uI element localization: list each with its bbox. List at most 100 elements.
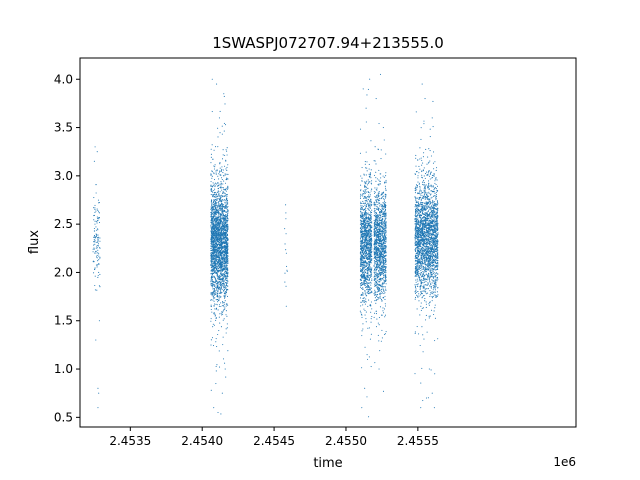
data-point — [211, 171, 213, 173]
data-point — [224, 368, 226, 370]
data-point — [383, 286, 385, 288]
data-point — [97, 276, 99, 279]
data-point — [384, 187, 387, 189]
data-point — [363, 293, 365, 295]
data-point — [361, 258, 363, 260]
data-point — [370, 250, 372, 252]
data-point — [385, 221, 387, 223]
data-point — [210, 215, 212, 217]
data-point — [210, 219, 212, 221]
data-point — [373, 174, 376, 176]
data-point — [367, 208, 369, 210]
data-point — [226, 234, 229, 236]
data-point — [226, 166, 228, 168]
data-point — [360, 216, 362, 219]
data-point — [365, 205, 367, 207]
data-point — [212, 230, 214, 232]
data-point — [210, 264, 212, 267]
data-point — [223, 284, 226, 286]
data-point — [224, 189, 227, 191]
data-point — [217, 146, 219, 148]
data-point — [215, 299, 217, 301]
data-point — [381, 288, 383, 290]
data-point — [218, 236, 220, 238]
data-point — [379, 295, 381, 297]
data-point — [366, 264, 368, 266]
data-point — [215, 268, 217, 270]
data-point — [215, 216, 217, 218]
data-point — [214, 186, 216, 188]
data-point — [363, 174, 365, 176]
data-point — [366, 258, 368, 260]
data-point — [226, 279, 228, 281]
data-point — [96, 216, 98, 218]
data-point — [383, 213, 385, 215]
data-point — [212, 222, 214, 224]
data-point — [224, 257, 226, 259]
data-point — [381, 192, 383, 194]
data-point — [363, 308, 365, 310]
data-point — [211, 337, 214, 339]
data-point — [214, 188, 216, 190]
data-point — [210, 225, 212, 227]
data-point — [215, 235, 217, 237]
data-point — [220, 305, 222, 308]
data-point — [364, 161, 366, 163]
data-point — [225, 187, 227, 189]
data-point — [213, 269, 215, 271]
data-point — [360, 226, 362, 228]
data-point — [380, 198, 382, 200]
data-point — [210, 153, 212, 155]
data-point — [218, 226, 220, 228]
data-point — [370, 271, 372, 274]
data-point — [215, 280, 217, 282]
data-point — [226, 271, 228, 273]
data-point — [213, 165, 215, 167]
data-point — [221, 239, 223, 241]
data-point — [217, 270, 219, 272]
data-point — [384, 267, 386, 269]
data-point — [384, 223, 386, 225]
data-point — [222, 195, 224, 197]
data-point — [223, 217, 225, 219]
data-point — [360, 239, 362, 241]
data-point — [223, 192, 225, 194]
data-point — [365, 257, 367, 259]
data-point — [369, 201, 371, 203]
data-point — [383, 211, 385, 213]
data-point — [210, 344, 212, 346]
data-point — [212, 207, 214, 210]
data-point — [226, 276, 228, 278]
data-point — [227, 267, 229, 269]
data-point — [217, 267, 219, 269]
data-point — [221, 218, 223, 220]
data-point — [210, 232, 212, 234]
data-point — [366, 161, 368, 163]
data-point — [381, 337, 383, 339]
data-point — [214, 282, 216, 284]
data-point — [213, 303, 216, 305]
data-point — [216, 266, 218, 268]
data-point — [365, 227, 367, 229]
data-point — [360, 175, 362, 177]
data-point — [380, 246, 382, 248]
data-point — [213, 262, 215, 265]
data-point — [227, 164, 229, 166]
data-point — [217, 217, 220, 219]
data-point — [227, 210, 229, 212]
data-point — [374, 291, 376, 293]
data-point — [217, 237, 219, 239]
data-point — [369, 247, 371, 250]
data-point — [369, 235, 371, 237]
data-point — [213, 200, 215, 202]
data-point — [213, 205, 216, 207]
data-point — [224, 238, 226, 240]
data-point — [375, 326, 378, 328]
data-point — [366, 204, 368, 206]
data-point — [377, 334, 379, 336]
data-point — [224, 262, 226, 264]
data-point — [210, 283, 212, 285]
data-point — [210, 211, 212, 214]
data-point — [359, 196, 362, 198]
data-point — [223, 263, 225, 265]
